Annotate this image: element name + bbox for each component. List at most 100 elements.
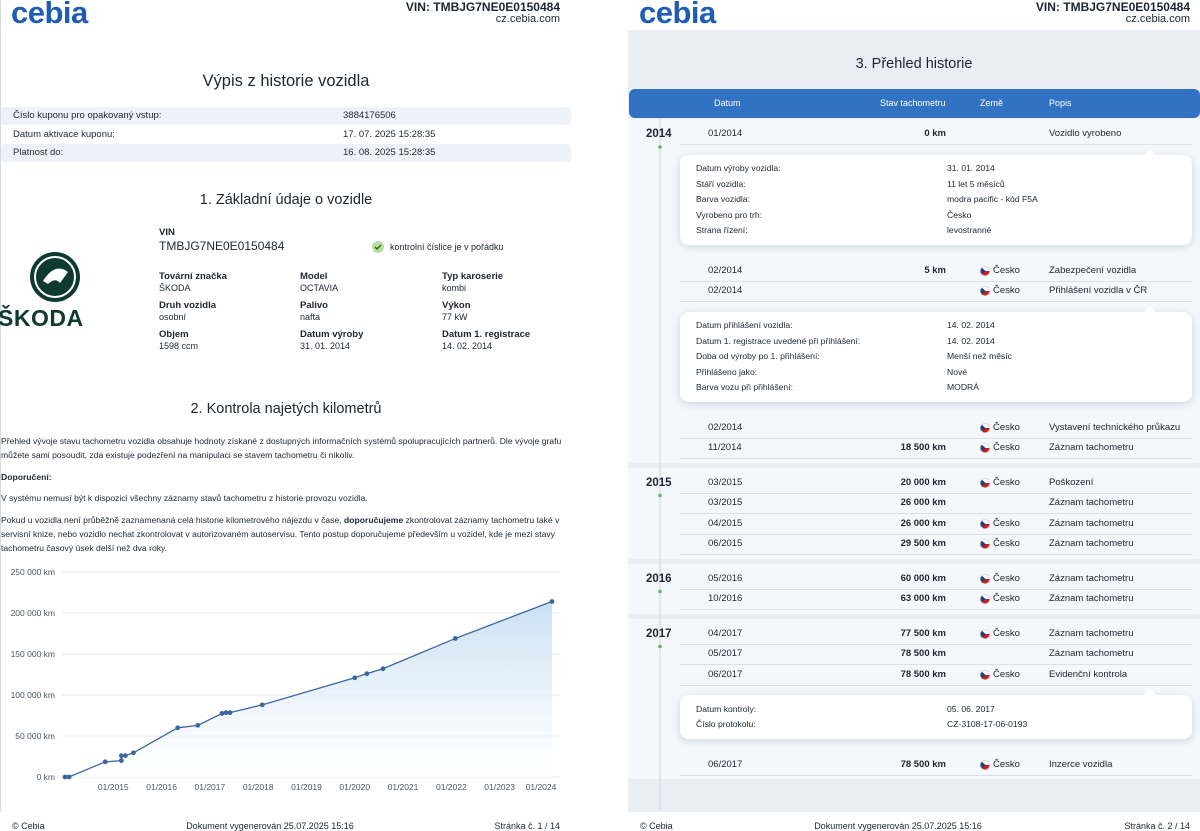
point (62, 774, 68, 780)
column-header: Datum (714, 98, 741, 108)
detail-value: CZ-3108-17-06-0193 (947, 719, 1028, 729)
history-row: 02/2014 Česko Vystavení technického průkaz… (0, 418, 1200, 439)
history-row: 01/2014 0 km Vozidlo vyrobeno (0, 124, 1200, 145)
point (352, 675, 358, 681)
detail-value: 14. 02. 2014 (947, 320, 995, 330)
field-value: 31. 01. 2014 (300, 341, 351, 351)
row-divider (680, 458, 1192, 459)
detail-label: Přihlášeno jako: (696, 366, 758, 377)
brand-emblem-arrow (43, 268, 68, 284)
section-title: 2. Kontrola najetých kilometrů (190, 401, 382, 417)
footer-right: Stránka č. 1 / 14 (494, 821, 560, 831)
footer-left: © Cebia (12, 821, 45, 831)
entry-odometer: 20 000 km (900, 476, 946, 488)
summary-label: Platnost do: (13, 147, 64, 158)
entry-odometer: 78 500 km (900, 648, 946, 659)
point (227, 710, 233, 716)
detail-value: 14. 02. 2014 (947, 335, 995, 346)
flag (980, 573, 990, 584)
entry-odometer: 77 500 km (900, 627, 946, 639)
point (219, 711, 225, 716)
entry-odometer: 18 500 km (900, 442, 946, 453)
logo: cebia (11, 0, 88, 30)
site: cz.cebia.com (1125, 13, 1190, 25)
entry-description: Záznam tachometru (1049, 627, 1134, 639)
entry-odometer: 5 km (924, 264, 946, 276)
point (131, 750, 136, 756)
check-mark (374, 244, 382, 251)
entry-odometer: 26 000 km (900, 517, 946, 529)
paragraph: Pokud u vozidla není průběžně zaznamenan… (1, 513, 573, 555)
column-header: Země (980, 98, 1004, 108)
point (102, 759, 108, 765)
column-header: Popis (1049, 98, 1072, 108)
detail-label: Datum kontroly: (696, 703, 757, 714)
detail-value: 05. 06. 2017 (947, 703, 995, 714)
detail-label: Doba od výroby po 1. přihlášení: (696, 351, 820, 361)
detail-label: Číslo protokolu: (696, 719, 756, 729)
year-label: 2016 (646, 572, 672, 585)
x-tick-label: 01/2023 (484, 782, 515, 792)
brand-emblem-ring (34, 256, 76, 298)
entry-date: 05/2017 (708, 648, 743, 659)
text: zkontrolovat záznamy tachometru také v s… (1, 515, 560, 553)
y-tick-label: 50 000 km (15, 731, 55, 741)
x-tick-label: 01/2020 (339, 782, 370, 792)
flag (980, 594, 990, 604)
field-label: Palivo (300, 300, 328, 311)
history-row: 06/2015 29 500 km Česko Záznam tachometru (0, 534, 1200, 555)
x-tick-label: 01/2016 (146, 782, 177, 792)
entry-date: 11/2014 (708, 442, 742, 453)
entry-date: 03/2015 (708, 497, 743, 508)
entry-country: Česko (993, 264, 1020, 276)
summary-row: Datum aktivace kuponu: 17. 07. 2025 15:28… (1, 126, 571, 144)
entry-description: Záznam tachometru (1049, 517, 1134, 529)
history-row: 10/2016 63 000 km Česko Záznam tachometru (0, 589, 1200, 610)
timeline-dot (658, 644, 662, 649)
flag (980, 518, 990, 529)
summary-label: Datum aktivace kuponu: (13, 128, 115, 140)
detail-value: Nové (947, 366, 968, 377)
field-label: Datum výroby (300, 329, 364, 340)
entry-country: Česko (993, 476, 1020, 488)
entry-description: Evidenční kontrola (1049, 668, 1128, 680)
history-row: 05/2017 78 500 km Záznam tachometru (0, 644, 1200, 665)
flag (980, 669, 990, 680)
footer-center: Dokument vygenerován 25.07.2025 15:16 (814, 821, 982, 831)
x-tick-label: 01/2021 (388, 782, 419, 792)
detail-value: 11 let 5 měsíců (947, 178, 1005, 189)
entry-date: 02/2014 (708, 285, 743, 296)
vin-check: kontrolní číslice je v pořádku (390, 242, 504, 252)
flag (980, 477, 990, 488)
summary-value: 3884176506 (343, 110, 396, 121)
row-divider (680, 588, 1192, 590)
detail-label: Stáří vozidla: (696, 178, 746, 189)
field-label: Objem (159, 329, 189, 340)
year-label: 2017 (646, 627, 672, 640)
entry-country: Česko (993, 668, 1020, 680)
point (195, 722, 201, 728)
entry-description: Inzerce vozidla (1049, 758, 1113, 770)
row-divider (680, 492, 1192, 494)
field-value: 77 kW (442, 312, 468, 322)
field-value: osobní (159, 312, 187, 322)
entry-description: Zabezpečení vozidla (1049, 264, 1137, 276)
y-tick-label: 250 000 km (11, 567, 55, 577)
entry-date: 06/2015 (708, 538, 743, 549)
area (65, 601, 552, 777)
entry-date: 04/2017 (708, 627, 743, 639)
detail-label: Datum přihlášení vozidla: (696, 320, 793, 330)
entry-odometer: 60 000 km (900, 572, 946, 584)
field-label: Datum 1. registrace (442, 329, 531, 340)
entry-date: 02/2014 (708, 421, 743, 433)
entry-country: Česko (993, 285, 1020, 296)
entry-odometer: 78 500 km (900, 668, 946, 680)
history-row: 04/2015 26 000 km Česko Záznam tachometru (0, 514, 1200, 535)
row-divider (680, 301, 1192, 302)
x-tick-label: 01/2017 (195, 782, 226, 792)
history-row: 02/2014 Česko Přihlášení vozidla v ČR (0, 281, 1200, 302)
row-divider (680, 513, 1192, 514)
detail-value: levostranné (947, 225, 992, 235)
row-divider (680, 533, 1192, 535)
